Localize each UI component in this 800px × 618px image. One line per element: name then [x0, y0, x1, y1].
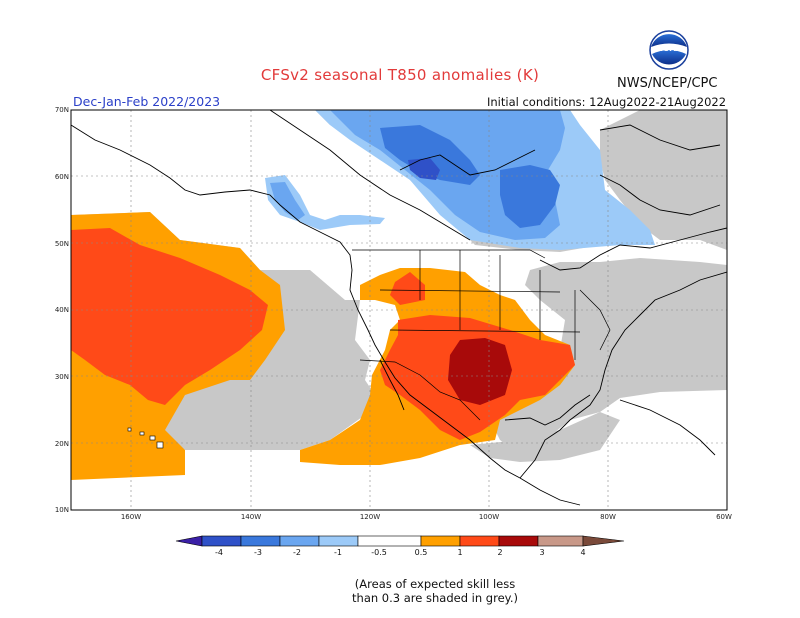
agency-label: NWS/NCEP/CPC	[617, 76, 718, 91]
colorbar-label: -0.5	[371, 548, 387, 557]
negative-anomalies	[265, 110, 655, 250]
latitude-labels: 70N 60N 50N 40N 30N 20N 10N	[55, 106, 69, 514]
political-boundaries	[352, 249, 611, 421]
lon-label: 120W	[360, 513, 380, 521]
lon-label: 160W	[121, 513, 141, 521]
lat-label: 70N	[55, 106, 69, 114]
colorbar-segment	[420, 535, 461, 547]
colorbar-segment	[279, 535, 320, 547]
positive-anomalies	[71, 212, 575, 480]
colorbar-segment	[175, 535, 203, 547]
longitude-labels: 160W 140W 120W 100W 80W 60W	[121, 513, 732, 521]
colorbar	[175, 535, 625, 547]
lat-label: 60N	[55, 173, 69, 181]
colorbar-label: -1	[334, 548, 342, 557]
lat-label: 10N	[55, 506, 69, 514]
logo-text: NOAA	[656, 44, 682, 53]
lat-label: 50N	[55, 240, 69, 248]
coastlines	[71, 110, 727, 506]
skill-note-line-1: (Areas of expected skill less	[354, 577, 516, 591]
colorbar-label: -3	[254, 548, 262, 557]
lon-label: 100W	[479, 513, 499, 521]
lat-label: 30N	[55, 373, 69, 381]
anomaly-field	[71, 110, 727, 510]
colorbar-label: 0.5	[415, 548, 428, 557]
noaa-logo: NOAA	[649, 30, 689, 70]
lon-label: 60W	[716, 513, 732, 521]
season-label: Dec-Jan-Feb 2022/2023	[73, 94, 221, 109]
colorbar-segment	[318, 535, 359, 547]
colorbar-labels: -4 -3 -2 -1 -0.5 0.5 1 2 3 4	[215, 548, 586, 557]
colorbar-label: 2	[497, 548, 502, 557]
colorbar-label: 4	[580, 548, 585, 557]
colorbar-label: -2	[293, 548, 301, 557]
colorbar-segment	[201, 535, 242, 547]
colorbar-segment	[240, 535, 281, 547]
colorbar-segment	[537, 535, 584, 547]
skill-note-line-2: than 0.3 are shaded in grey.)	[352, 591, 518, 605]
colorbar-label: 1	[457, 548, 462, 557]
colorbar-label: -4	[215, 548, 223, 557]
lon-label: 140W	[241, 513, 261, 521]
graticule	[71, 110, 727, 510]
initial-conditions-label: Initial conditions: 12Aug2022-21Aug2022	[487, 95, 727, 109]
colorbar-segment	[459, 535, 500, 547]
lat-label: 20N	[55, 440, 69, 448]
colorbar-segment	[582, 535, 625, 547]
colorbar-segment	[357, 535, 422, 547]
colorbar-segment	[498, 535, 539, 547]
map-frame	[70, 109, 728, 511]
hawaii-islands	[127, 427, 164, 449]
colorbar-label: 3	[539, 548, 544, 557]
lat-label: 40N	[55, 306, 69, 314]
lon-label: 80W	[600, 513, 616, 521]
map-title: CFSv2 seasonal T850 anomalies (K)	[260, 66, 540, 84]
